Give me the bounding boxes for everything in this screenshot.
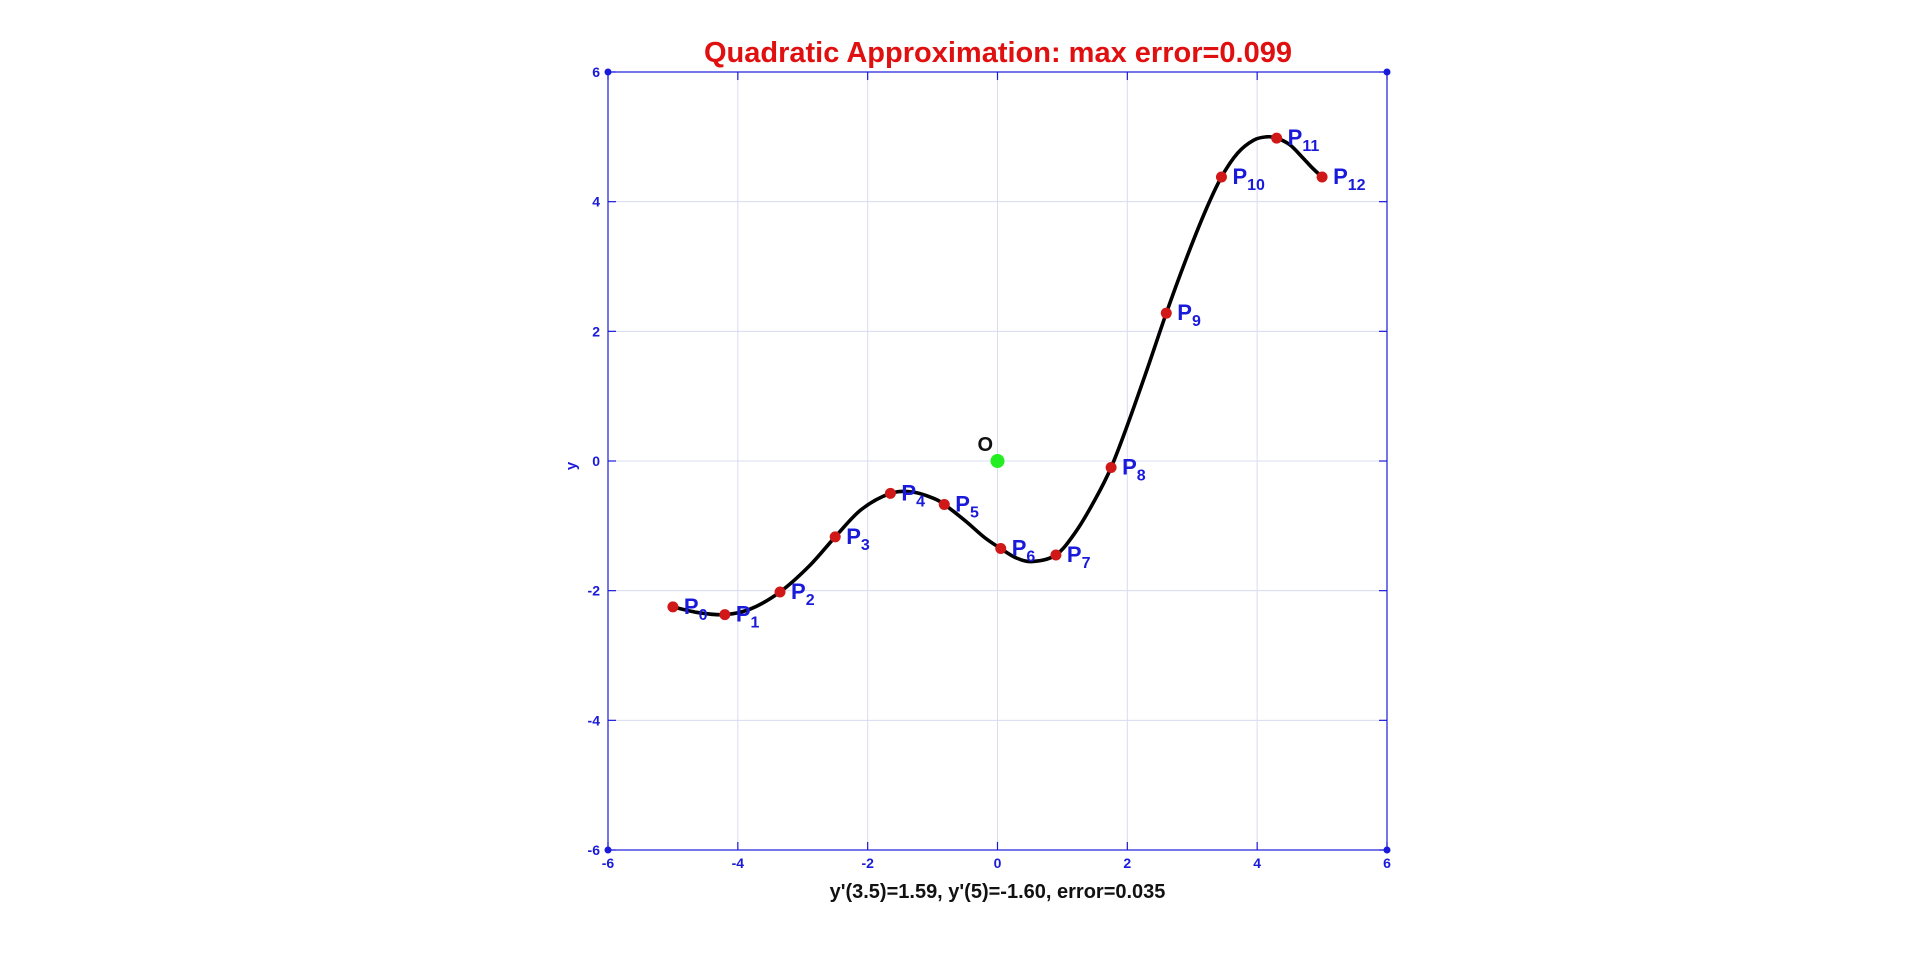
- data-point: [1316, 171, 1328, 183]
- y-tick-label: 6: [592, 64, 600, 80]
- point-label-subscript: 12: [1348, 177, 1366, 194]
- x-tick-label: 4: [1253, 855, 1261, 871]
- y-axis-label: y: [563, 461, 580, 470]
- point-label-subscript: 5: [970, 504, 979, 521]
- point-label-name: P: [1288, 125, 1303, 150]
- point-label: P2: [791, 579, 815, 609]
- y-tick-label: -4: [588, 712, 601, 728]
- y-tick-label: -2: [588, 583, 601, 599]
- data-point: [884, 487, 896, 499]
- point-label-name: P: [791, 579, 806, 604]
- x-tick-label: -6: [602, 855, 615, 871]
- point-label: P8: [1122, 454, 1146, 484]
- point-label-name: P: [1177, 300, 1192, 325]
- point-label: P11: [1288, 125, 1320, 155]
- data-point: [995, 543, 1007, 555]
- y-tick-label: 0: [592, 453, 600, 469]
- point-label-name: P: [684, 594, 699, 619]
- data-point: [829, 531, 841, 543]
- point-label-name: P: [901, 480, 916, 505]
- point-label-subscript: 6: [1026, 549, 1035, 566]
- data-point: [938, 498, 950, 510]
- data-point: [1105, 461, 1117, 473]
- x-tick-label: -2: [861, 855, 874, 871]
- x-tick-label: 2: [1123, 855, 1131, 871]
- chart-title: Quadratic Approximation: max error=0.099: [704, 37, 1292, 69]
- data-point: [719, 609, 731, 621]
- x-tick-label: 6: [1383, 855, 1391, 871]
- point-label-name: P: [1067, 542, 1082, 567]
- point-label-name: P: [1122, 454, 1137, 479]
- corner-dot: [1383, 846, 1391, 854]
- point-label-name: P: [736, 602, 751, 627]
- data-point: [1160, 307, 1172, 319]
- data-point: [1050, 549, 1062, 561]
- point-label: P5: [955, 491, 979, 521]
- origin-label: O: [978, 434, 994, 456]
- point-label: P6: [1012, 536, 1036, 566]
- point-label: P10: [1232, 164, 1265, 194]
- origin-dot: [990, 454, 1005, 468]
- x-axis-label: y'(3.5)=1.59, y'(5)=-1.60, error=0.035: [830, 881, 1166, 903]
- point-label: P9: [1177, 300, 1201, 330]
- ticks: -6 -4 -2 0 2 4 6 -6 -4 -2 0 2 4 6: [588, 64, 1392, 871]
- corner-dot: [604, 68, 612, 76]
- point-label: P1: [736, 602, 760, 632]
- point-label-subscript: 2: [806, 592, 815, 609]
- point-label-name: P: [955, 491, 970, 516]
- point-label-name: P: [1232, 164, 1247, 189]
- point-label: P12: [1333, 164, 1366, 194]
- data-point: [1215, 171, 1227, 183]
- y-tick-label: 2: [592, 323, 600, 339]
- point-label-name: P: [1333, 164, 1348, 189]
- point-label-subscript: 11: [1302, 138, 1319, 155]
- data-point: [774, 586, 786, 598]
- point-label-subscript: 4: [916, 493, 925, 510]
- corner-dot: [604, 846, 612, 854]
- point-label-name: P: [1012, 536, 1027, 561]
- grid: [608, 72, 1387, 850]
- point-label-subscript: 10: [1247, 177, 1265, 194]
- y-tick-label: 4: [592, 194, 600, 210]
- corner-dot: [1383, 68, 1391, 76]
- point-label: P4: [901, 480, 925, 510]
- point-label-subscript: 7: [1082, 555, 1091, 572]
- point-label-subscript: 3: [861, 537, 870, 554]
- corner-markers: [604, 68, 1391, 854]
- x-tick-label: -4: [732, 855, 745, 871]
- data-point: [1271, 132, 1283, 144]
- point-label-subscript: 1: [751, 615, 760, 632]
- origin-marker: O: [978, 434, 1005, 468]
- point-label-subscript: 8: [1137, 467, 1146, 484]
- point-label-name: P: [846, 524, 861, 549]
- data-point: [667, 601, 679, 613]
- point-label: P0: [684, 594, 708, 624]
- point-label: P3: [846, 524, 870, 554]
- y-tick-label: -6: [588, 842, 601, 858]
- point-label-subscript: 9: [1192, 313, 1201, 330]
- point-label: P7: [1067, 542, 1091, 572]
- point-label-subscript: 0: [699, 607, 708, 624]
- x-tick-label: 0: [994, 855, 1002, 871]
